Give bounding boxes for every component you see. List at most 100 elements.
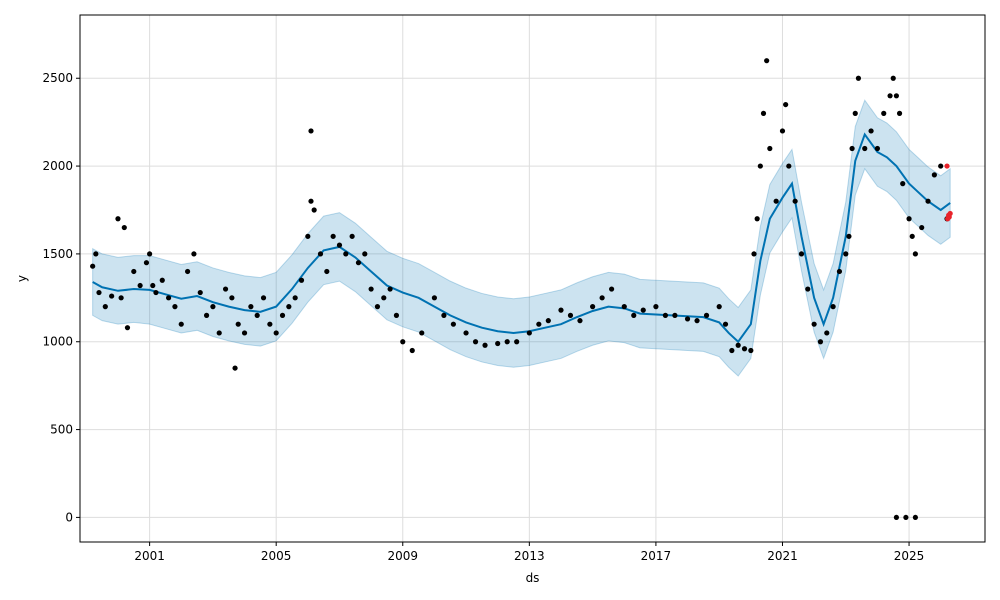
observed-point: [131, 268, 137, 275]
observed-point: [115, 216, 121, 222]
observed-point: [817, 339, 824, 345]
observed-point: [381, 295, 387, 301]
observed-point: [824, 330, 830, 336]
y-tick-label: 2500: [42, 71, 73, 85]
observed-point: [248, 304, 254, 310]
observed-point: [409, 347, 415, 354]
observed-point: [729, 347, 735, 354]
observed-point: [463, 330, 469, 336]
observed-point: [526, 330, 532, 336]
observed-point: [805, 286, 811, 292]
observed-point: [330, 233, 336, 239]
observed-point: [197, 289, 203, 296]
observed-point: [495, 340, 501, 347]
observed-point: [292, 295, 298, 301]
observed-point: [137, 282, 143, 289]
observed-point: [909, 233, 915, 239]
forecast-line-layer: [92, 132, 951, 344]
observed-point: [862, 145, 868, 152]
observed-point: [235, 321, 241, 327]
x-tick-label: 2009: [387, 549, 418, 563]
future-point: [947, 210, 953, 217]
observed-point: [441, 312, 447, 318]
observed-point: [567, 312, 574, 318]
observed-point: [279, 312, 286, 318]
observed-point: [172, 304, 178, 310]
x-tick-label: 2001: [134, 549, 165, 563]
observed-point: [846, 233, 852, 239]
observed-point: [216, 330, 222, 336]
observed-point: [558, 307, 564, 313]
observed-point: [143, 260, 150, 266]
observed-point: [109, 293, 115, 299]
observed-point: [694, 318, 700, 324]
observed-point: [919, 224, 925, 231]
observed-point: [222, 286, 229, 292]
observed-point: [349, 233, 355, 239]
observed-point: [267, 321, 273, 327]
observed-point: [368, 286, 374, 292]
observed-point: [868, 128, 874, 134]
observed-point: [631, 312, 637, 318]
observed-point: [849, 145, 855, 152]
observed-point: [545, 318, 551, 324]
observed-point: [760, 110, 767, 116]
observed-point: [890, 75, 896, 81]
observed-point: [150, 282, 156, 289]
observed-point: [852, 110, 858, 116]
observed-point: [590, 304, 596, 310]
y-axis-label: y: [15, 275, 29, 282]
observed-point: [896, 110, 903, 116]
observed-point: [811, 321, 817, 327]
observed-point: [504, 339, 510, 345]
observed-point: [836, 268, 843, 275]
observed-point: [792, 198, 798, 204]
observed-point: [273, 330, 279, 336]
observed-point: [536, 321, 542, 327]
observed-point: [843, 251, 849, 257]
x-tick-label: 2013: [514, 549, 545, 563]
observed-point: [286, 304, 292, 310]
observed-point: [482, 342, 488, 348]
observed-point: [912, 251, 918, 257]
observed-point: [431, 295, 438, 301]
observed-points-layer: [90, 58, 950, 521]
observed-point: [881, 110, 887, 116]
observed-point: [90, 263, 96, 269]
observed-point: [178, 321, 184, 327]
x-tick-label: 2005: [261, 549, 292, 563]
observed-point: [308, 198, 314, 204]
observed-point: [324, 268, 330, 275]
observed-point: [830, 304, 836, 310]
observed-point: [241, 330, 248, 336]
observed-point: [121, 224, 127, 231]
observed-point: [210, 304, 216, 310]
observed-point: [640, 307, 646, 313]
observed-point: [298, 277, 305, 283]
observed-point: [609, 286, 615, 292]
observed-point: [662, 312, 669, 318]
observed-point: [374, 304, 381, 310]
observed-point: [722, 321, 729, 327]
observed-point: [102, 304, 108, 310]
observed-point: [450, 321, 456, 327]
observed-point: [893, 93, 899, 99]
future-point: [944, 163, 950, 169]
observed-point: [514, 339, 520, 345]
y-tick-label: 500: [50, 423, 73, 437]
observed-point: [931, 172, 937, 178]
observed-point: [783, 101, 789, 108]
observed-point: [716, 304, 722, 310]
observed-point: [260, 295, 267, 301]
observed-point: [754, 216, 760, 222]
observed-point: [764, 58, 770, 64]
observed-point: [400, 339, 406, 345]
uncertainty-band: [92, 99, 951, 377]
observed-point: [472, 339, 479, 345]
observed-point: [393, 312, 400, 318]
y-tick-label: 1000: [42, 335, 73, 349]
observed-point: [355, 260, 362, 266]
observed-point: [254, 312, 260, 318]
forecast-line: [92, 132, 951, 344]
